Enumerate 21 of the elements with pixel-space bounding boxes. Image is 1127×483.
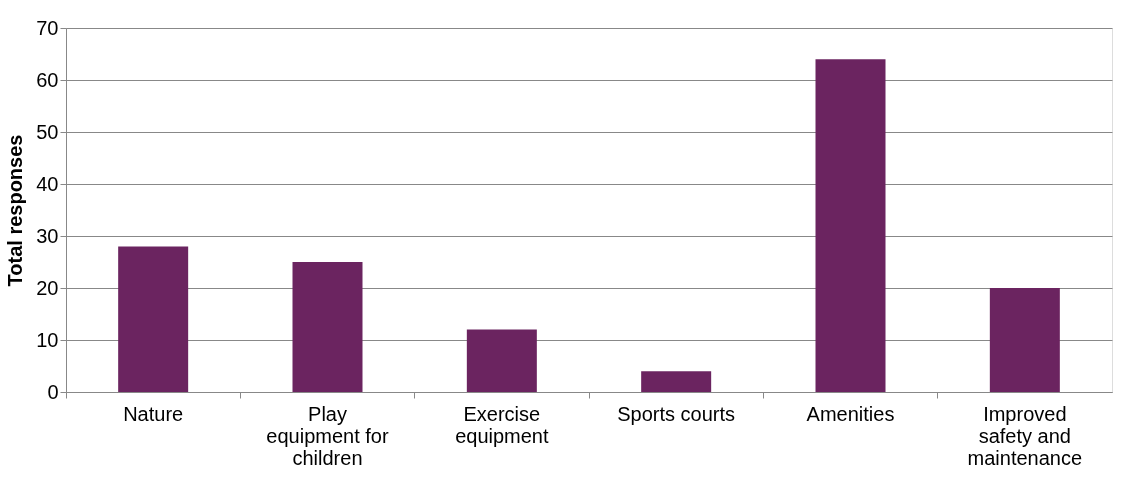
y-tick-label: 10 [36,328,59,351]
y-tick-label: 40 [36,172,59,195]
x-tick-label: Amenities [806,402,895,425]
y-tick-label: 30 [36,224,59,247]
bar [118,246,189,392]
y-tick-label: 20 [36,276,59,299]
bar [815,59,886,392]
x-tick-label: Nature [123,402,184,425]
x-tick-label: Exercise equipment [455,402,549,447]
bar [292,262,363,392]
y-tick-label: 50 [36,120,59,143]
y-tick-label: 60 [36,68,59,91]
y-tick-label: 0 [47,380,59,403]
bar [466,329,537,392]
x-tick-label: Improved safety and maintenance [967,402,1083,469]
y-axis-title: Total responses [4,134,27,287]
y-tick-label: 70 [36,16,59,39]
bar [641,371,712,392]
bar [989,288,1060,392]
x-tick-label: Sports courts [617,402,736,425]
x-tick-label: Play equipment for children [266,402,389,469]
